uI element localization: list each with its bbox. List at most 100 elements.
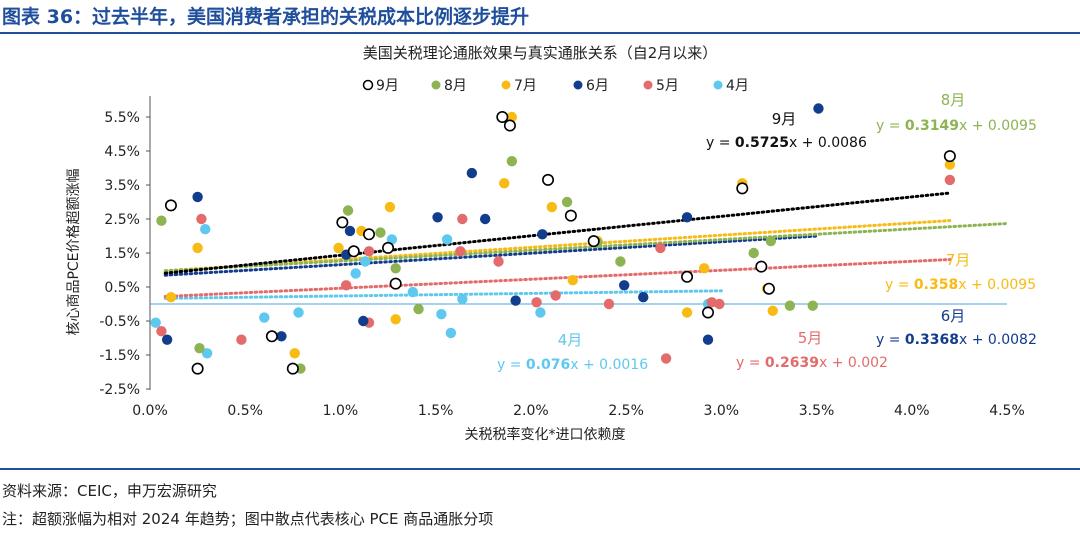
data-point-8月 (561, 196, 573, 208)
data-point-8月 (375, 227, 386, 238)
equation-9月: y = 0.5725x + 0.0086 (706, 135, 867, 151)
legend-label: 6月 (586, 78, 609, 94)
x-tick-label: 0.5% (227, 403, 263, 419)
legend-marker (431, 80, 441, 90)
equation-part: 0.2639 (765, 355, 819, 371)
data-point-9月 (702, 306, 715, 319)
page-header: 图表 36：过去半年，美国消费者承担的关税成本比例逐步提升 (0, 0, 1080, 34)
equation-part: x + 0.0086 (789, 135, 867, 151)
legend-label: 9月 (376, 78, 399, 94)
legend-marker (501, 80, 511, 90)
y-axis-title: 核心商品PCE价格超额涨幅 (66, 168, 82, 335)
data-point-6月 (479, 213, 491, 225)
equation-part: 0.3368 (905, 332, 959, 348)
month-label-4月: 4月 (558, 331, 583, 349)
data-point-8月 (390, 263, 401, 274)
data-point-7月 (767, 305, 778, 316)
header-rule (0, 32, 1080, 34)
legend-label: 5月 (656, 78, 679, 94)
data-point-9月 (736, 182, 749, 195)
data-point-9月 (347, 245, 360, 258)
data-point-9月 (382, 241, 395, 254)
page-title: 图表 36：过去半年，美国消费者承担的关税成本比例逐步提升 (2, 6, 530, 28)
data-point-8月 (506, 156, 518, 167)
data-point-6月 (813, 103, 824, 114)
equation-part: 0.358 (914, 277, 958, 293)
data-point-5月 (196, 213, 207, 225)
y-tick-label: 5.5% (104, 110, 140, 126)
data-point-4月 (200, 224, 211, 235)
data-point-9月 (265, 330, 278, 343)
equation-part: y = (885, 277, 914, 293)
legend-label: 7月 (514, 78, 537, 94)
x-tick-label: 3.0% (704, 403, 740, 419)
trendline-6月 (163, 234, 819, 277)
data-point-9月 (496, 111, 509, 124)
equation-part: 0.076 (526, 357, 570, 373)
data-point-5月 (944, 174, 956, 186)
equation-part: y = (876, 332, 905, 348)
equation-4月: y = 0.076x + 0.0016 (497, 357, 648, 373)
month-label-9月: 9月 (772, 110, 797, 128)
y-tick-label: -0.5% (99, 314, 140, 330)
equation-part: y = (876, 118, 905, 134)
month-label-5月: 5月 (798, 329, 823, 347)
data-point-7月 (333, 242, 344, 254)
data-point-8月 (615, 256, 626, 267)
trendline-5月 (163, 258, 952, 298)
x-tick-label: 2.5% (608, 403, 644, 419)
data-point-7月 (390, 314, 401, 325)
data-point-4月 (201, 348, 213, 359)
data-point-8月 (807, 300, 818, 311)
data-point-9月 (542, 173, 555, 186)
equation-part: 0.5725 (735, 135, 789, 151)
x-tick-label: 1.0% (323, 403, 359, 419)
data-point-5月 (236, 334, 247, 345)
data-point-6月 (432, 212, 443, 223)
data-point-8月 (748, 247, 759, 259)
month-label-7月: 7月 (946, 251, 971, 269)
trendline-9月 (163, 191, 952, 275)
x-tick-label: 3.5% (799, 403, 835, 419)
data-point-5月 (603, 298, 615, 310)
data-point-9月 (286, 362, 299, 375)
data-point-4月 (407, 286, 419, 298)
data-point-9月 (587, 235, 600, 248)
legend-label: 4月 (726, 78, 749, 94)
equation-part: 0.3149 (905, 118, 959, 134)
data-point-5月 (156, 326, 167, 337)
legend-marker (573, 80, 583, 90)
legend-label: 8月 (444, 78, 467, 94)
data-point-4月 (457, 293, 468, 305)
scatter-chart: 美国关税理论通胀效果与真实通胀关系（自2月以来） -2.5% -1.5% -0.5% 0… (66, 44, 1037, 443)
trendline-8月 (163, 222, 1009, 273)
y-tick-label: -2.5% (99, 382, 140, 398)
data-point-7月 (567, 275, 578, 286)
data-point-6月 (619, 280, 630, 291)
x-axis-title: 关税税率变化*进口依赖度 (465, 426, 626, 443)
data-point-7月 (944, 159, 956, 170)
data-point-6月 (638, 292, 649, 303)
y-tick-label: 4.5% (104, 144, 140, 160)
equation-part: x + 0.0016 (570, 357, 648, 373)
data-point-6月 (466, 167, 478, 179)
data-point-6月 (702, 334, 714, 345)
data-point-4月 (535, 307, 546, 318)
data-point-6月 (344, 225, 356, 237)
data-point-9月 (164, 199, 177, 212)
y-tick-label: 1.5% (104, 246, 140, 262)
data-point-9月 (336, 216, 349, 229)
data-point-6月 (161, 334, 173, 345)
data-point-5月 (455, 246, 466, 257)
data-point-5月 (550, 290, 561, 301)
y-tick-label: -1.5% (99, 348, 140, 364)
x-tick-label: 4.0% (894, 403, 930, 419)
data-point-9月 (363, 228, 376, 241)
data-point-9月 (681, 270, 694, 283)
y-tick-label: 3.5% (104, 178, 140, 194)
equation-part: x + 0.002 (819, 355, 888, 371)
data-point-9月 (943, 150, 956, 163)
data-point-4月 (350, 268, 361, 279)
data-point-4月 (441, 234, 453, 245)
data-point-8月 (784, 300, 796, 311)
